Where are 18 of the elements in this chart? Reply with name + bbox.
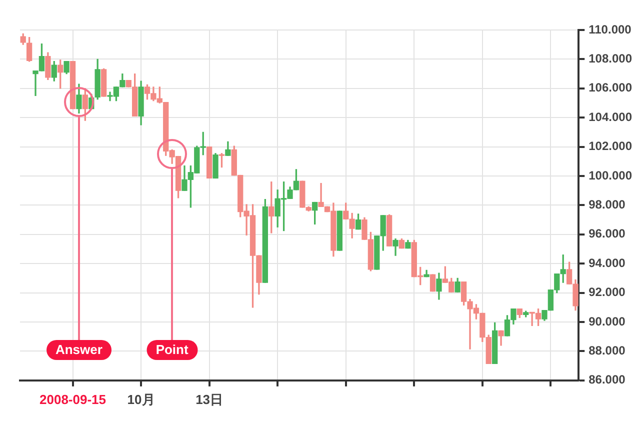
x-tick-label: 2008-09-15 — [40, 392, 106, 407]
x-tick-label: 10月 — [127, 392, 155, 407]
y-tick-label: 96.000 — [588, 226, 626, 241]
y-tick-label: 106.000 — [588, 80, 632, 95]
y-tick-label: 98.000 — [588, 198, 626, 212]
annotation: Answer — [46, 340, 112, 360]
y-tick-label: 88.000 — [588, 344, 626, 358]
y-tick-label: 110.000 — [588, 22, 632, 36]
x-tick-label: 13日 — [196, 392, 224, 407]
y-tick-label: 104.000 — [588, 110, 632, 124]
y-tick-label: 86.000 — [588, 372, 626, 387]
y-tick-label: 102.000 — [588, 139, 632, 154]
y-tick-label: 100.000 — [588, 168, 632, 182]
y-tick-label: 90.000 — [588, 314, 626, 328]
y-tick-label: 92.000 — [588, 285, 626, 300]
y-tick-label: 94.000 — [588, 256, 626, 270]
annotation: Point — [146, 340, 198, 360]
y-tick-label: 108.000 — [588, 52, 632, 66]
